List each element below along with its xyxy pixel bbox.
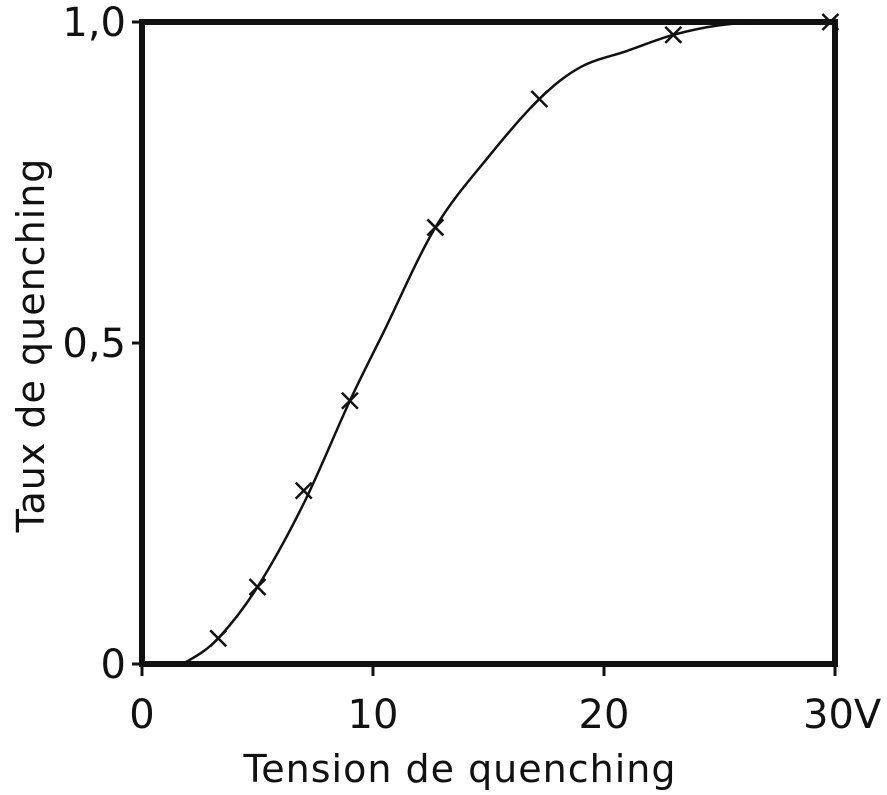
data-point: [530, 90, 549, 108]
x-tick-label: 10: [348, 692, 399, 738]
x-axis-ticks: 0 10 20 30V: [129, 664, 882, 738]
x-tick-label: 30V: [803, 692, 882, 738]
x-tick-label: 20: [579, 692, 630, 738]
data-point: [426, 218, 445, 237]
data-point: [821, 13, 840, 31]
data-point-stroke: [248, 578, 267, 596]
data-point-stroke: [341, 391, 359, 410]
data-point-stroke: [664, 25, 683, 44]
data-point-stroke: [209, 629, 228, 648]
x-tick-label: 0: [129, 692, 154, 738]
y-axis-title: Taux de quenching: [9, 158, 53, 534]
data-point: [294, 481, 313, 500]
data-point-stroke: [821, 13, 840, 31]
data-point: [209, 629, 228, 648]
series-curve: [174, 20, 836, 666]
plot-frame: [139, 19, 838, 667]
data-point-stroke: [426, 218, 445, 237]
plot-border: [139, 19, 838, 667]
data-point-stroke: [530, 90, 549, 108]
data-point: [341, 391, 359, 410]
y-tick-label: 1,0: [62, 0, 126, 46]
data-point: [248, 578, 267, 596]
y-tick-label: 0: [101, 642, 126, 688]
y-axis-ticks: 0 0,5 1,0: [62, 0, 142, 688]
data-point-stroke: [294, 481, 313, 500]
series-markers: [209, 13, 840, 648]
series-line: [174, 20, 836, 666]
data-point: [664, 25, 683, 44]
x-axis-title: Tension de quenching: [243, 747, 677, 791]
y-tick-label: 0,5: [62, 321, 126, 367]
